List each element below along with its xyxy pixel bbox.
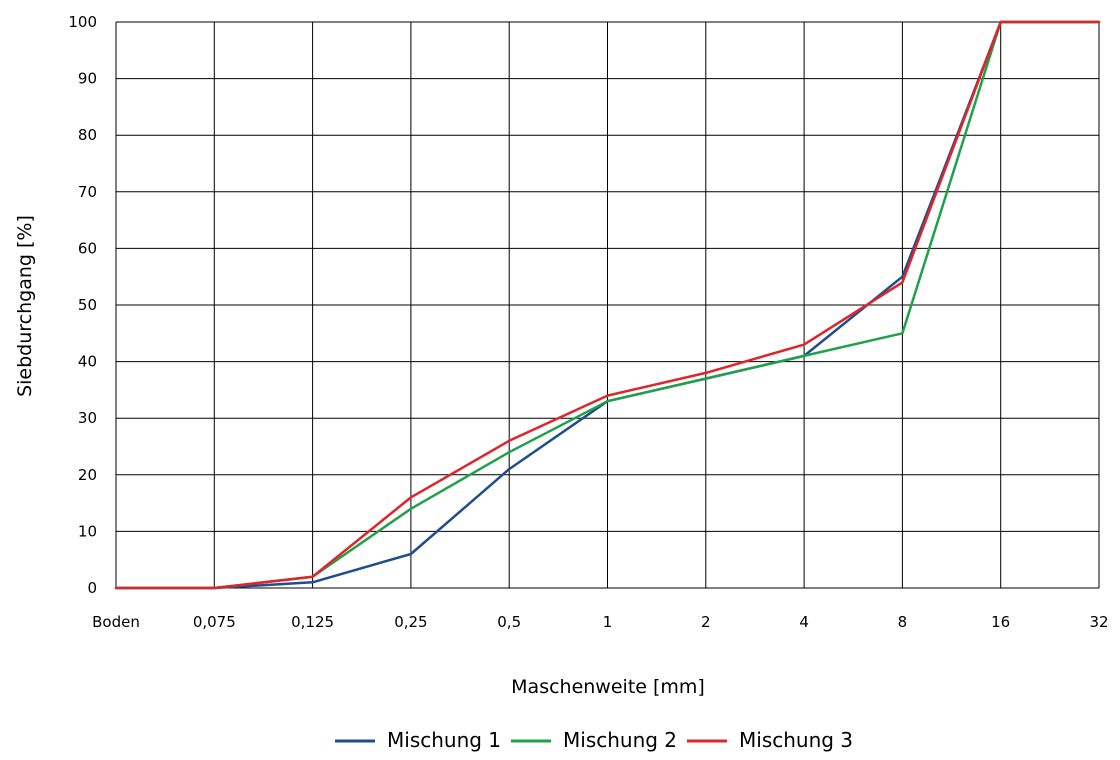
y-tick-label: 30 xyxy=(78,409,97,427)
legend-label-mischung-2: Mischung 2 xyxy=(563,728,677,752)
x-tick-label: 2 xyxy=(701,613,711,631)
y-tick-label: 40 xyxy=(78,353,97,371)
y-tick-labels: 0 10 20 30 40 50 60 70 80 90 100 xyxy=(68,13,97,597)
x-tick-label: 0,075 xyxy=(193,613,236,631)
y-tick-label: 20 xyxy=(78,466,97,484)
x-tick-label: 0,25 xyxy=(394,613,427,631)
x-tick-label: 0,125 xyxy=(291,613,334,631)
y-tick-label: 10 xyxy=(78,522,97,540)
legend: Mischung 1 Mischung 2 Mischung 3 xyxy=(335,728,853,752)
series-line-mischung-3 xyxy=(114,20,1101,590)
y-tick-label: 90 xyxy=(78,70,97,88)
legend-label-mischung-1: Mischung 1 xyxy=(387,728,501,752)
x-axis-title: Maschenweite [mm] xyxy=(511,676,705,698)
y-tick-label: 50 xyxy=(78,296,97,314)
y-axis-title: Siebdurchgang [%] xyxy=(14,215,36,397)
x-tick-label: 4 xyxy=(799,613,809,631)
x-tick-label: 1 xyxy=(603,613,613,631)
x-tick-label: 0,5 xyxy=(497,613,521,631)
x-tick-label: 8 xyxy=(898,613,908,631)
x-tick-labels: Boden 0,075 0,125 0,25 0,5 1 2 4 8 16 32 xyxy=(92,613,1108,631)
y-tick-label: 80 xyxy=(78,126,97,144)
y-tick-label: 100 xyxy=(68,13,97,31)
y-tick-label: 0 xyxy=(87,579,97,597)
y-tick-label: 70 xyxy=(78,183,97,201)
grid xyxy=(115,21,1100,589)
series-lines xyxy=(114,20,1101,590)
legend-label-mischung-3: Mischung 3 xyxy=(739,728,853,752)
y-tick-label: 60 xyxy=(78,239,97,257)
x-tick-label: Boden xyxy=(92,613,140,631)
x-tick-label: 32 xyxy=(1089,613,1108,631)
x-tick-label: 16 xyxy=(991,613,1010,631)
